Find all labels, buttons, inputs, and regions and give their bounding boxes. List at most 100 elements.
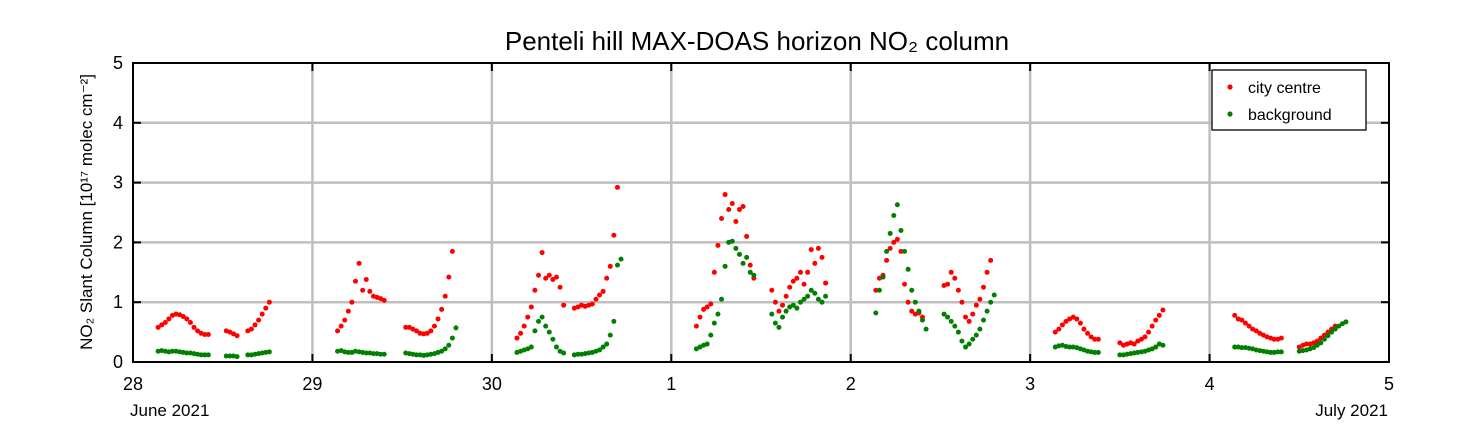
data-point (722, 192, 728, 198)
data-point (413, 352, 419, 358)
data-point (1239, 317, 1245, 323)
data-point (1117, 340, 1123, 346)
data-point (783, 308, 789, 314)
data-point (1343, 319, 1349, 325)
data-point (166, 316, 172, 322)
grid-layer (133, 63, 1389, 362)
data-point (776, 308, 782, 314)
data-point (984, 269, 990, 275)
data-point (1052, 329, 1058, 335)
data-point (1156, 312, 1162, 318)
data-point (442, 346, 448, 352)
data-point (701, 306, 707, 312)
data-point (941, 311, 947, 317)
data-point (536, 272, 542, 278)
ticks-layer: 28 29 30 1 2 3 4 5 0 1 2 3 4 5 (113, 53, 1394, 394)
data-point (575, 351, 581, 357)
data-point (381, 351, 387, 357)
data-point (744, 233, 750, 239)
data-point (1092, 349, 1098, 355)
data-point (1242, 320, 1248, 326)
data-point (352, 278, 358, 284)
data-point (446, 342, 452, 348)
data-point (180, 314, 186, 320)
data-point (952, 275, 958, 281)
data-point (550, 276, 556, 282)
data-point (198, 352, 204, 358)
data-point (894, 202, 900, 208)
data-point (356, 260, 362, 266)
data-point (991, 292, 997, 298)
data-point (539, 250, 545, 256)
data-point (378, 351, 384, 357)
data-point (945, 314, 951, 320)
plot-frame (132, 62, 1390, 363)
data-point (345, 308, 351, 314)
data-point (607, 332, 613, 338)
data-point (1085, 330, 1091, 336)
data-point (1153, 317, 1159, 323)
data-point (812, 290, 818, 296)
data-point (729, 201, 735, 207)
data-point (952, 323, 958, 329)
data-point (1314, 342, 1320, 348)
data-point (248, 326, 254, 332)
data-point (424, 330, 430, 336)
data-point (984, 308, 990, 314)
data-point (966, 318, 972, 324)
data-point (1074, 316, 1080, 322)
data-point (801, 281, 807, 287)
data-point (403, 324, 409, 330)
data-point (894, 236, 900, 242)
data-point (1160, 307, 1166, 313)
data-point (805, 269, 811, 275)
data-point (1095, 336, 1101, 342)
data-point (205, 352, 211, 358)
data-point (546, 329, 552, 335)
data-point (1067, 344, 1073, 350)
data-point (205, 331, 211, 337)
data-point (1095, 349, 1101, 355)
data-point (611, 318, 617, 324)
y-axis-label: NO₂ Slant Column [10¹⁷ molec cm⁻²] (77, 74, 96, 350)
data-point (1146, 329, 1152, 335)
data-point (593, 296, 599, 302)
legend-box (1211, 69, 1367, 131)
data-point (557, 284, 563, 290)
chart-title: Penteli hill MAX-DOAS horizon NO₂ column (505, 26, 1009, 56)
x-tick-label: 2 (846, 374, 856, 394)
data-point (905, 299, 911, 305)
data-point (902, 281, 908, 287)
data-point (876, 287, 882, 293)
data-point (815, 245, 821, 251)
y-tick-label: 5 (113, 53, 123, 73)
x-tick-label: 5 (1384, 374, 1394, 394)
legend-label-city-centre: city centre (1248, 80, 1321, 97)
data-point (1325, 333, 1331, 339)
data-point (977, 326, 983, 332)
data-point (1329, 329, 1335, 335)
data-point (887, 230, 893, 236)
data-point (966, 341, 972, 347)
data-point (342, 317, 348, 323)
data-point (823, 280, 829, 286)
data-point (234, 333, 240, 339)
data-point (191, 324, 197, 330)
series-city-centre (155, 184, 1338, 350)
data-point (600, 344, 606, 350)
data-point (708, 332, 714, 338)
data-point (780, 314, 786, 320)
data-point (528, 304, 534, 310)
data-point (553, 274, 559, 280)
x-sublabel-june: June 2021 (130, 401, 209, 420)
data-point (736, 207, 742, 213)
y-tick-label: 2 (113, 232, 123, 252)
data-point (263, 305, 269, 311)
data-point (697, 314, 703, 320)
data-point (1160, 342, 1166, 348)
data-point (521, 323, 527, 329)
data-point (245, 352, 251, 358)
data-point (719, 296, 725, 302)
data-point (553, 344, 559, 350)
